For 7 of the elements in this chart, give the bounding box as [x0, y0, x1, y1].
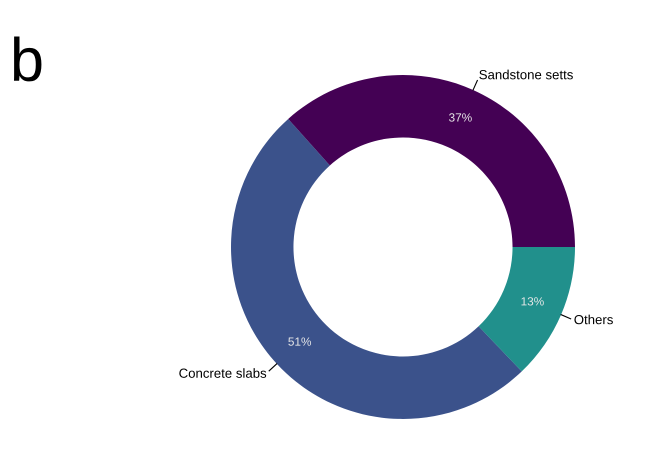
slice-label: Concrete slabs [179, 368, 266, 378]
slice-label: Sandstone setts [479, 70, 573, 80]
text: b [14, 36, 42, 82]
data-label: 51% [288, 337, 312, 346]
slice-label: Others [574, 314, 613, 324]
data-label: 37% [449, 113, 472, 122]
data-label: 13% [522, 297, 544, 306]
